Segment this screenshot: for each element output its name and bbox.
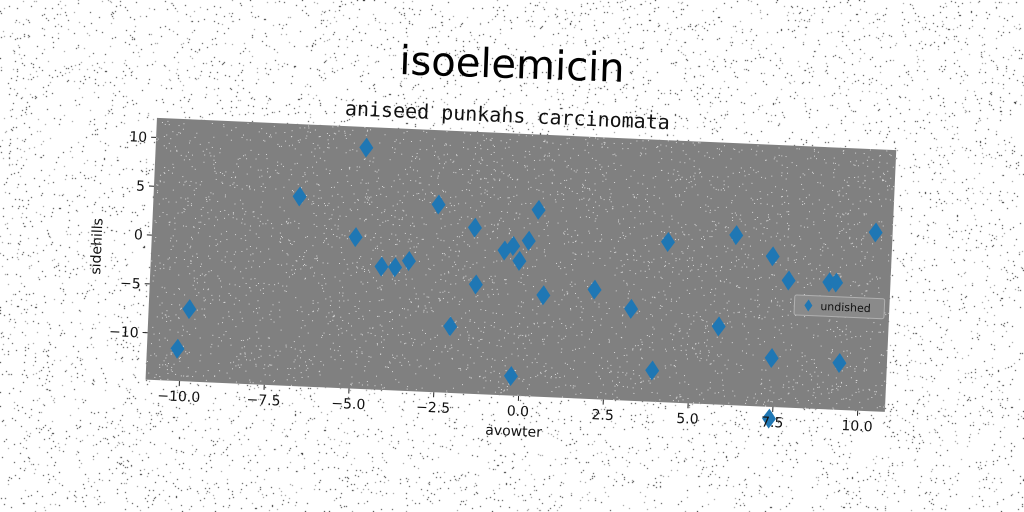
- data-point: [431, 194, 446, 215]
- data-point: [443, 316, 458, 337]
- x-axis-label: avowter: [485, 423, 543, 441]
- y-tick-label: −5: [120, 276, 141, 293]
- data-point: [645, 360, 660, 381]
- data-point: [711, 316, 726, 337]
- x-tick-label: 7.5: [761, 415, 784, 432]
- legend-label: undished: [820, 300, 871, 315]
- data-point: [292, 186, 307, 207]
- data-point: [521, 230, 536, 251]
- data-point: [764, 348, 779, 369]
- x-tick-label: 10.0: [841, 418, 873, 435]
- data-point: [503, 366, 518, 387]
- data-point: [531, 199, 546, 220]
- legend: undished: [793, 294, 886, 320]
- data-point: [765, 246, 780, 267]
- x-tick-label: 0.0: [506, 403, 529, 420]
- data-point: [512, 250, 527, 271]
- x-tick-label: 2.5: [591, 407, 614, 424]
- data-point: [359, 137, 374, 158]
- scatter-chart: −10.0 −7.5 −5.0 −2.5 0.0 2.5 5.0 7.5 10.0 10 5 0 −5 −…: [88, 117, 897, 441]
- y-tick-label: 10: [129, 129, 148, 146]
- data-point: [467, 217, 482, 238]
- x-tick-label: −7.5: [246, 392, 281, 409]
- y-axis-label: sidehills: [88, 218, 106, 275]
- data-point: [348, 227, 363, 248]
- axes: −10.0 −7.5 −5.0 −2.5 0.0 2.5 5.0 7.5 10.0 10 5 0 −5 −…: [109, 129, 873, 435]
- data-point: [170, 338, 185, 359]
- data-point: [624, 298, 639, 319]
- data-point: [182, 299, 197, 320]
- data-point: [468, 274, 483, 295]
- legend-box: [793, 294, 886, 320]
- x-tick-label: −10.0: [157, 388, 201, 406]
- data-point: [536, 285, 551, 306]
- data-point: [506, 235, 521, 256]
- data-point: [829, 272, 844, 293]
- data-points: [170, 137, 883, 429]
- data-point: [374, 256, 389, 277]
- y-tick-label: 0: [134, 227, 144, 243]
- x-tick-label: −5.0: [331, 396, 366, 413]
- data-point: [832, 352, 847, 373]
- data-point: [587, 279, 602, 300]
- data-point: [661, 231, 675, 252]
- legend-marker: [804, 299, 813, 312]
- y-tick-label: −10: [109, 324, 139, 341]
- data-point: [388, 257, 403, 278]
- data-point: [729, 225, 744, 246]
- data-point: [401, 250, 416, 271]
- data-point: [762, 408, 777, 429]
- chart-container: aniseed punkahs carcinomata −10.0 −7.5 −5.…: [62, 76, 938, 493]
- data-point: [781, 270, 796, 291]
- x-tick-label: 5.0: [676, 411, 699, 428]
- data-point: [868, 222, 883, 243]
- y-tick-label: 5: [136, 178, 146, 194]
- x-tick-label: −2.5: [416, 399, 451, 416]
